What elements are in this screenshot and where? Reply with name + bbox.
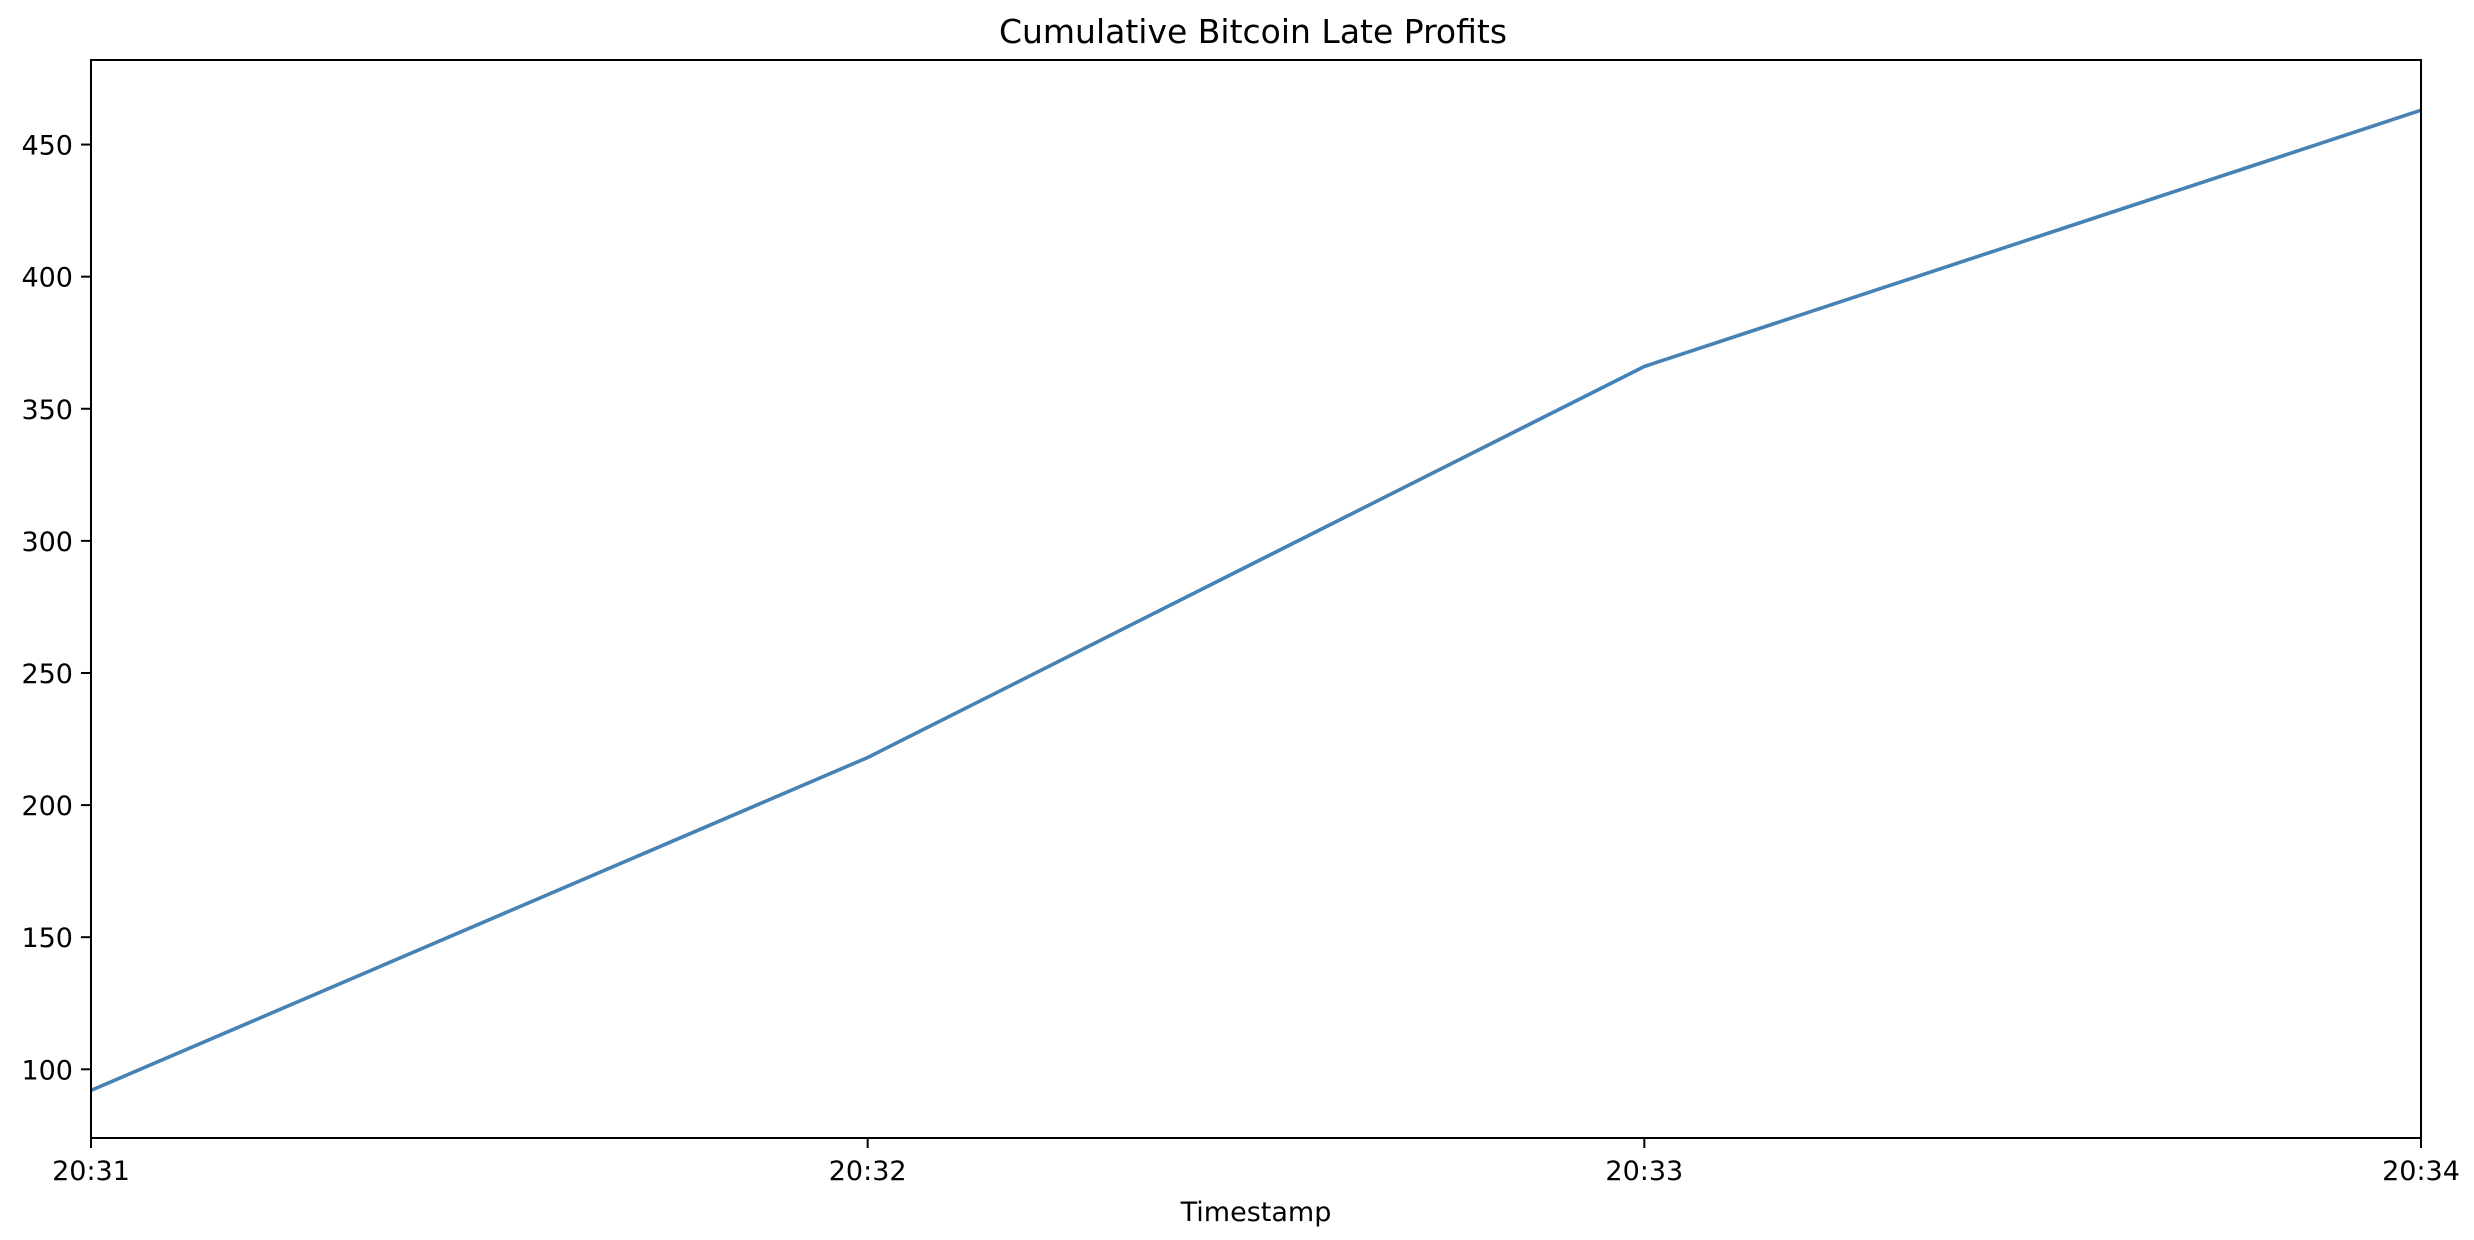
y-tick-label: 300 — [21, 527, 73, 558]
x-tick-label: 20:33 — [1605, 1156, 1683, 1187]
y-tick-label: 200 — [21, 791, 73, 822]
y-tick-label: 400 — [21, 263, 73, 294]
plot-frame — [90, 59, 2422, 1139]
x-tick-label: 20:34 — [2382, 1156, 2460, 1187]
y-axis: 100 150 200 250 300 350 400 450 — [21, 131, 91, 1086]
series-line — [90, 108, 2422, 1093]
x-axis-label: Timestamp — [1180, 1197, 1332, 1228]
y-tick-label: 450 — [21, 131, 73, 162]
y-tick-label: 150 — [21, 923, 73, 954]
chart-title: Cumulative Bitcoin Late Profits — [999, 12, 1507, 51]
y-tick-label: 350 — [21, 395, 73, 426]
x-axis: 20:31 20:32 20:33 20:34 — [52, 1138, 2460, 1187]
x-tick-label: 20:32 — [829, 1156, 907, 1187]
y-tick-label: 100 — [21, 1055, 73, 1086]
y-tick-label: 250 — [21, 659, 73, 690]
x-tick-label: 20:31 — [52, 1156, 130, 1187]
